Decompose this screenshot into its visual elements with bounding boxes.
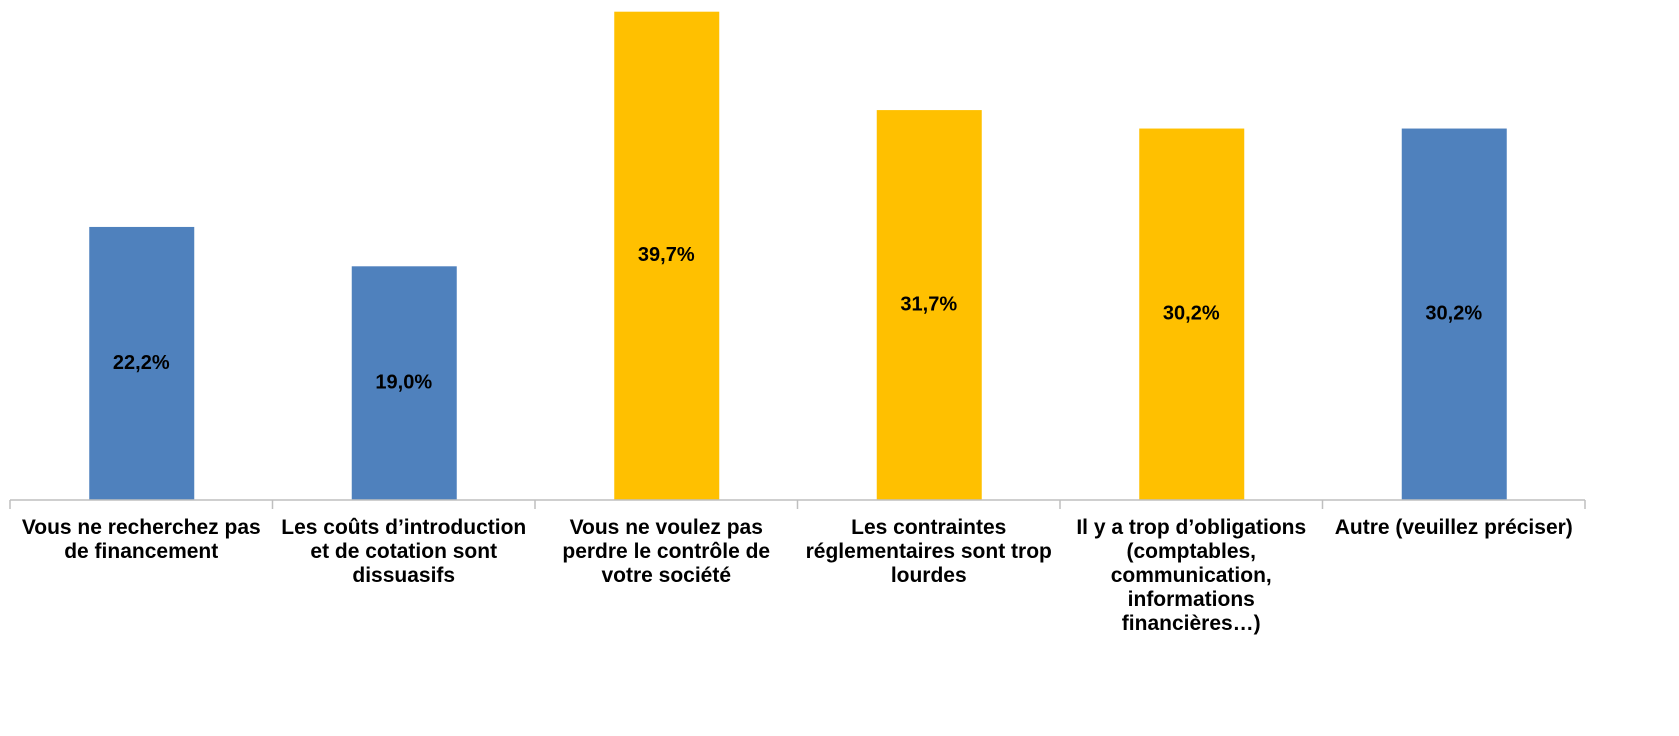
x-tick-label: Vous ne voulez pas perdre le contrôle de… [562,516,771,587]
x-tick-label: Les contraintes réglementaires sont trop… [805,516,1052,587]
value-label: 22,2% [113,352,170,374]
bar [351,266,457,500]
x-tick-label: Il y a trop d’obligations (comptables, c… [1076,516,1307,635]
bar [89,226,195,500]
x-tick-label: Autre (veuillez préciser) [1334,516,1573,539]
value-label: 31,7% [900,293,957,315]
bar [876,110,982,500]
value-label: 30,2% [1163,303,1220,325]
x-tick-label: Les coûts d’introduction et de cotation … [281,516,527,587]
bar [1401,128,1507,501]
x-tick-label: Vous ne recherchez pas de financement [21,516,261,563]
bar [614,11,720,500]
value-label: 19,0% [375,371,432,393]
bar [1139,128,1245,501]
value-label: 39,7% [638,244,695,266]
value-label: 30,2% [1425,303,1482,325]
